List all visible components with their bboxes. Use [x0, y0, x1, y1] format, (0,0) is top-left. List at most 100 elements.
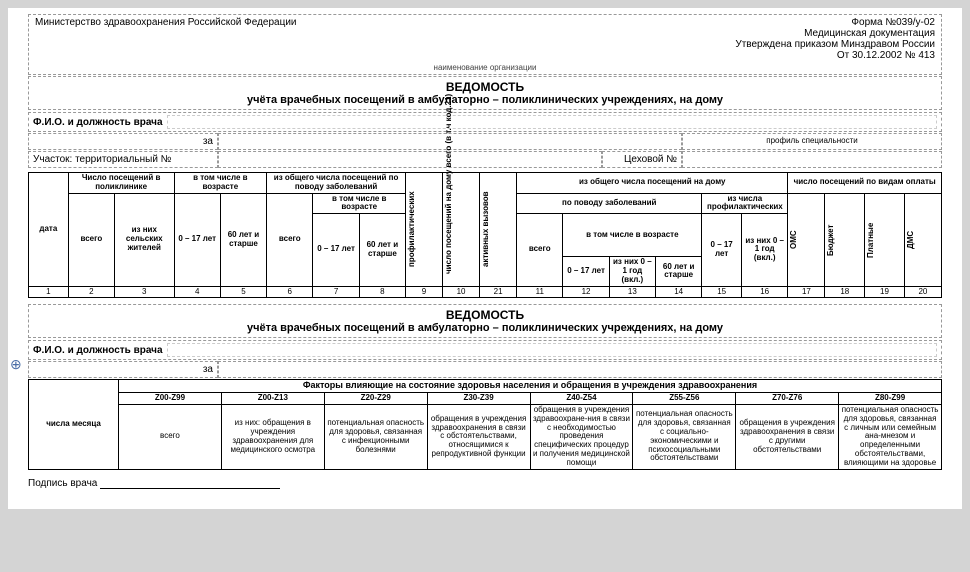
- date-order: От 30.12.2002 № 413: [735, 50, 935, 61]
- za-input-2[interactable]: [218, 361, 942, 378]
- factor-text: потенциальная опасность для здоровья, св…: [324, 405, 427, 470]
- ministry-text: Министерство здравоохранения Российской …: [35, 17, 735, 61]
- col-0-17-d: 0 – 17 лет: [563, 257, 609, 286]
- col-oms: ОМС: [788, 193, 825, 286]
- cexovoy-label: Цеховой №: [602, 151, 682, 168]
- factor-code: Z80-Z99: [839, 393, 942, 405]
- title-main: ВЕДОМОСТЬ: [32, 80, 938, 94]
- col-in-age-a: в том числе в возрасте: [313, 193, 406, 214]
- col-num: 12: [563, 286, 609, 298]
- col-num: 20: [904, 286, 941, 298]
- col-date: дата: [29, 173, 69, 287]
- col-0-17-c: 0 – 17 лет: [702, 214, 742, 286]
- col-num: 6: [267, 286, 313, 298]
- col-num: 15: [702, 286, 742, 298]
- col-0-17-b: 0 – 17 лет: [313, 214, 359, 286]
- col-num: 13: [609, 286, 655, 298]
- doc-type: Медицинская документация: [735, 28, 935, 39]
- col-by-disease: по поводу заболеваний: [517, 193, 702, 214]
- col-num: 18: [825, 286, 865, 298]
- factor-code: Z40-Z54: [530, 393, 633, 405]
- profile-label: профиль специальности: [682, 133, 942, 150]
- col-paid: Платные: [865, 193, 905, 286]
- factor-code: Z00-Z13: [221, 393, 324, 405]
- col-num: 5: [220, 286, 266, 298]
- fio-label: Ф.И.О. и должность врача: [33, 117, 163, 128]
- factor-text: всего: [119, 405, 222, 470]
- cexovoy-input[interactable]: [682, 151, 942, 168]
- col-from-prophyl: из числа профилактических: [702, 193, 788, 214]
- fio-label-2: Ф.И.О. и должность врача: [33, 345, 163, 356]
- fio-row: Ф.И.О. и должность врача: [28, 112, 942, 132]
- header-box: Министерство здравоохранения Российской …: [28, 14, 942, 75]
- col-num: 9: [406, 286, 443, 298]
- col-num: 7: [313, 286, 359, 298]
- factor-code: Z70-Z76: [736, 393, 839, 405]
- col-home-total: из общего числа посещений на дому: [517, 173, 788, 194]
- title-block-2: ВЕДОМОСТЬ учёта врачебных посещений в ам…: [28, 304, 942, 338]
- col-active: активных вызовов: [480, 173, 517, 287]
- territory-label: Участок: территориальный №: [28, 151, 218, 168]
- factor-code: Z00-Z99: [119, 393, 222, 405]
- uchastok-row: Участок: территориальный № Цеховой №: [28, 151, 942, 168]
- factor-code: Z55-Z56: [633, 393, 736, 405]
- org-label: наименование организации: [35, 63, 935, 72]
- title-sub-2: учёта врачебных посещений в амбулаторно …: [32, 322, 938, 334]
- col-num: 21: [480, 286, 517, 298]
- col-60-b: 60 лет и старше: [359, 214, 405, 286]
- col-vsego3: всего: [517, 214, 563, 286]
- visits-table: дата Число посещений в поликлинике в том…: [28, 172, 942, 298]
- fio-input-2[interactable]: [167, 343, 937, 357]
- col-num: 4: [174, 286, 220, 298]
- form-number: Форма №039/у-02: [735, 17, 935, 28]
- col-num: 2: [68, 286, 114, 298]
- col-num: 16: [741, 286, 787, 298]
- col-payment: число посещений по видам оплаты: [788, 173, 942, 194]
- col-vsego2: всего: [267, 193, 313, 286]
- col-0-1-b: из них 0 – 1 год (вкл.): [609, 257, 655, 286]
- col-dms: ДМС: [904, 193, 941, 286]
- factor-code: Z20-Z29: [324, 393, 427, 405]
- title-sub: учёта врачебных посещений в амбулаторно …: [32, 94, 938, 106]
- col-home: число посещений на дому всего (в т.ч код…: [443, 173, 480, 287]
- factors-texts-row: всегоиз них: обращения в учреждения здра…: [29, 405, 942, 470]
- col-vsego1: всего: [68, 193, 114, 286]
- col-0-17-a: 0 – 17 лет: [174, 193, 220, 286]
- col-num: 17: [788, 286, 825, 298]
- factors-codes-row: Z00-Z99Z00-Z13Z20-Z29Z30-Z39Z40-Z54Z55-Z…: [29, 393, 942, 405]
- col-num: 8: [359, 286, 405, 298]
- document-page: Министерство здравоохранения Российской …: [8, 8, 962, 509]
- col-in-age-b: в том числе в возрасте: [563, 214, 702, 257]
- anchor-icon: ⊕: [10, 356, 22, 373]
- col-rural: из них сельских жителей: [114, 193, 174, 286]
- approved-by: Утверждена приказом Минздравом России: [735, 39, 935, 50]
- factor-text: обращения в учреждения здравоохране-ния …: [530, 405, 633, 470]
- col-num: 1: [29, 286, 69, 298]
- col-num: 11: [517, 286, 563, 298]
- factor-text: обращения в учреждения здравоохранения в…: [427, 405, 530, 470]
- factor-text: обращения в учреждения здравоохранения в…: [736, 405, 839, 470]
- col-0-1-a: из них 0 – 1 год (вкл.): [741, 214, 787, 286]
- col-month-days: числа месяца: [29, 380, 119, 469]
- col-age: в том числе в возрасте: [174, 173, 267, 194]
- factor-code: Z30-Z39: [427, 393, 530, 405]
- col-60-a: 60 лет и старше: [220, 193, 266, 286]
- col-clinic-visits: Число посещений в поликлинике: [68, 173, 174, 194]
- col-num: 19: [865, 286, 905, 298]
- col-60-c: 60 лет и старше: [656, 257, 702, 286]
- title-main-2: ВЕДОМОСТЬ: [32, 308, 938, 322]
- za-label-2: за: [28, 361, 218, 378]
- col-num: 14: [656, 286, 702, 298]
- fio-row-2: Ф.И.О. и должность врача: [28, 340, 942, 360]
- col-num: 10: [443, 286, 480, 298]
- territory-input[interactable]: [218, 151, 602, 168]
- signature-line: Подпись врача: [28, 478, 942, 489]
- title-block: ВЕДОМОСТЬ учёта врачебных посещений в ам…: [28, 76, 942, 110]
- factors-table: числа месяца Факторы влияющие на состоян…: [28, 379, 942, 469]
- column-numbers-row: 123456789102111121314151617181920: [29, 286, 942, 298]
- fio-input[interactable]: [167, 115, 937, 129]
- factor-text: потенциальная опасность для здоровья, св…: [839, 405, 942, 470]
- col-prophyl: профилактических: [406, 173, 443, 287]
- factors-heading: Факторы влияющие на состояние здоровья н…: [119, 380, 942, 393]
- col-disease-total: из общего числа посещений по поводу забо…: [267, 173, 406, 194]
